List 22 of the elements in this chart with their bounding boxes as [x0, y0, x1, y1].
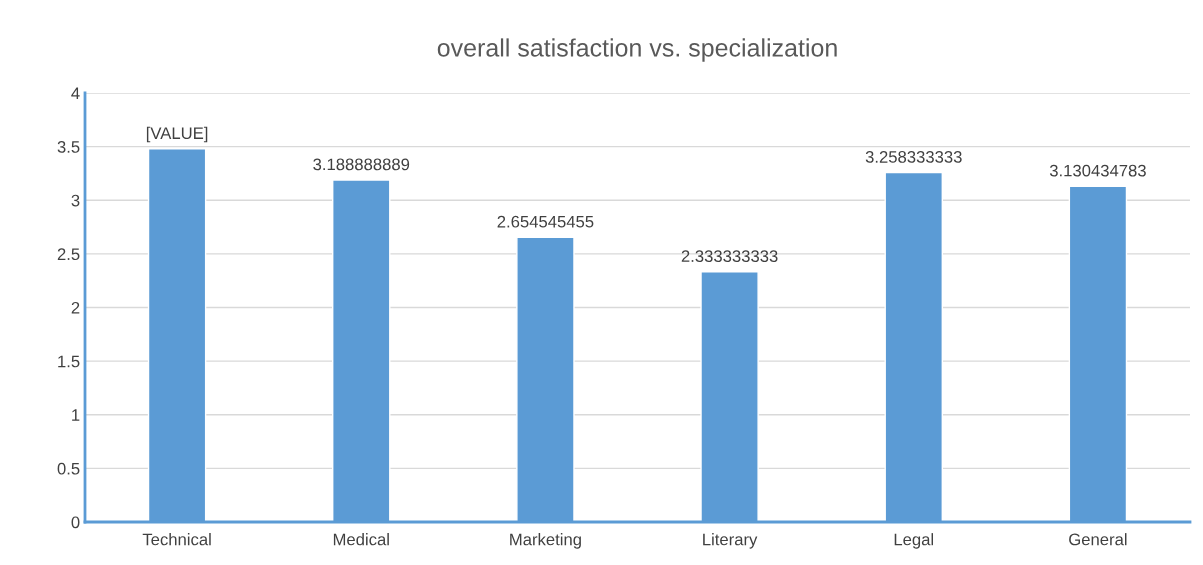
data-label: 3.258333333 [865, 151, 962, 163]
y-tick-label: 0.5 [57, 462, 80, 475]
x-tick-label: Marketing [510, 533, 581, 549]
data-label: 2.333333333 [681, 250, 778, 263]
data-label: 3.188888889 [313, 158, 410, 171]
x-tick-label: Medical [333, 533, 389, 546]
y-tick-label: 1 [72, 409, 80, 421]
y-tick-label: 4 [71, 87, 80, 100]
x-tick-label: Literary [703, 533, 758, 549]
y-tick-label: 2.5 [57, 248, 80, 261]
data-label: 3.130434783 [1049, 164, 1146, 177]
x-tick-label: Technical [142, 533, 211, 546]
y-tick-label: 2 [71, 301, 80, 314]
y-tick-label: 1.5 [58, 355, 80, 368]
data-label: [VALUE] [146, 126, 208, 143]
data-label: 2.654545455 [497, 215, 594, 228]
x-tick-label: General [1069, 533, 1127, 546]
x-tick-label: Legal [894, 533, 934, 549]
chart-title: overall satisfaction vs. specialization [437, 38, 837, 62]
y-tick-label: 0 [71, 516, 80, 529]
y-tick-label: 3 [71, 194, 80, 207]
y-tick-label: 3.5 [57, 141, 80, 153]
